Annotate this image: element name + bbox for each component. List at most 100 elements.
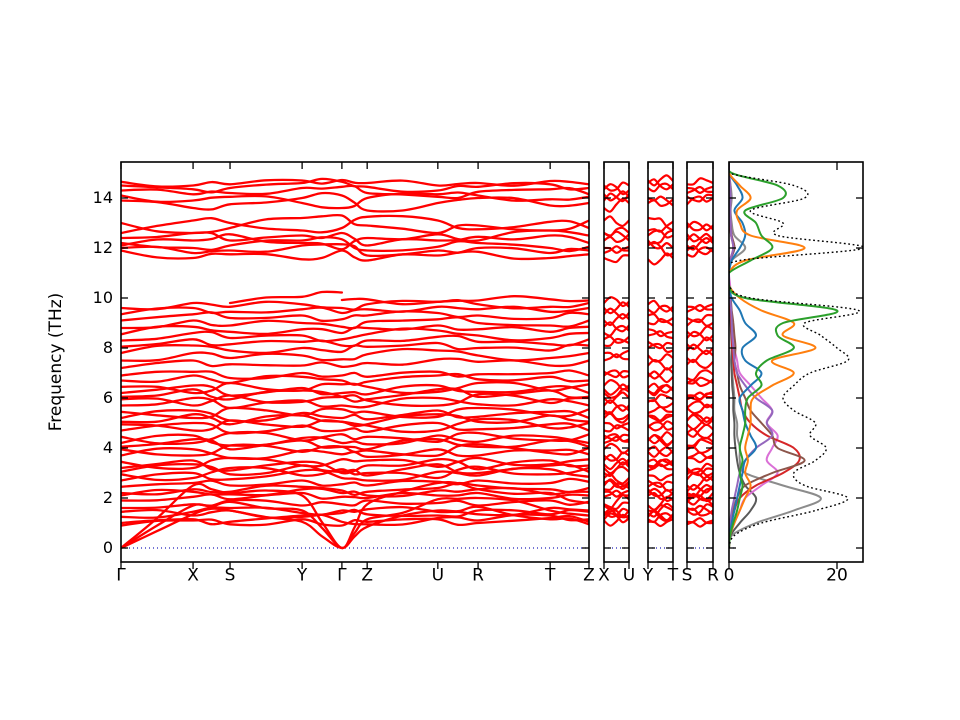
band-line (648, 487, 673, 503)
band-line (121, 213, 589, 235)
k-point-label: Y (296, 565, 308, 586)
band-line (604, 353, 629, 362)
band-line (121, 431, 589, 446)
band-line (648, 383, 673, 397)
band-line (687, 507, 713, 517)
panel-border-YT (647, 161, 674, 563)
band-line (121, 481, 589, 550)
band-line (604, 435, 629, 445)
band-line (121, 443, 589, 458)
band-line (648, 216, 673, 232)
band-line (604, 387, 629, 399)
band-line (604, 349, 629, 359)
band-line (648, 358, 673, 371)
band-line (687, 423, 713, 438)
band-line (604, 451, 629, 462)
y-axis-title: Frequency (THz) (46, 292, 66, 432)
band-line (648, 239, 673, 250)
band-line (687, 185, 713, 195)
band-line (648, 473, 673, 482)
k-point-label: R (707, 565, 719, 586)
band-line (648, 445, 673, 458)
band-line (121, 236, 589, 253)
band-line (604, 489, 629, 498)
band-line (121, 387, 589, 403)
band-line (604, 399, 629, 412)
band-line (121, 384, 589, 397)
band-line (604, 513, 629, 527)
band-line (687, 369, 713, 382)
band-line (121, 456, 589, 470)
band-line (648, 458, 673, 470)
band-line (121, 347, 589, 363)
band-line (121, 498, 589, 510)
band-line (121, 421, 589, 435)
band-line (121, 316, 589, 330)
band-line (604, 472, 629, 485)
band-line (648, 313, 673, 324)
band-line (121, 457, 589, 475)
panel-border-main (120, 161, 590, 563)
band-line (604, 245, 629, 255)
band-line (604, 507, 629, 519)
band-line (687, 318, 713, 327)
band-line (687, 193, 713, 203)
band-line (648, 502, 673, 518)
band-line (121, 369, 589, 380)
band-line (648, 433, 673, 446)
band-line (604, 369, 629, 379)
band-line (648, 370, 673, 384)
band-line (121, 177, 589, 194)
panel-borders (120, 161, 864, 563)
band-line (604, 307, 629, 320)
band-line (687, 313, 713, 324)
panel-border-XU (603, 161, 630, 563)
band-line (648, 229, 673, 245)
k-point-label: X (187, 565, 199, 586)
band-line (648, 420, 673, 432)
band-line (687, 503, 713, 516)
band-line (648, 328, 673, 338)
y-tick-label: 10 (92, 288, 113, 307)
y-tick-label: 14 (92, 188, 113, 207)
k-point-label: R (472, 565, 484, 586)
band-line (121, 477, 589, 488)
band-line (604, 321, 629, 333)
band-line (687, 376, 713, 385)
band-line (648, 340, 673, 350)
band-line (121, 406, 589, 420)
k-point-label: S (224, 565, 236, 586)
band-line (648, 330, 673, 340)
band-line (604, 412, 629, 424)
k-point-label: X (598, 565, 610, 586)
band-line (604, 461, 629, 475)
band-line (604, 479, 629, 489)
band-line (687, 475, 713, 491)
band-line (121, 481, 589, 497)
band-line (121, 465, 589, 482)
band-line (121, 508, 589, 519)
k-point-label: Z (583, 565, 595, 586)
band-line (687, 236, 713, 251)
band-line (687, 177, 713, 186)
y-tick-label: 0 (102, 538, 113, 557)
dos-curve-total-dos (729, 162, 863, 549)
axis-ticks (120, 162, 863, 569)
band-line (121, 413, 589, 428)
band-line (604, 190, 629, 202)
band-line (687, 244, 713, 256)
dos-curves (729, 162, 863, 549)
band-line (687, 412, 713, 424)
dos-curve-pdos-purple (729, 162, 774, 548)
band-line (687, 232, 713, 243)
dos-curve-pdos-orange (729, 162, 817, 549)
band-line (121, 392, 589, 407)
band-line (648, 178, 673, 191)
band-line (121, 437, 589, 451)
band-line (687, 185, 713, 195)
band-line (121, 372, 589, 386)
band-line (648, 421, 673, 431)
k-point-label: S (681, 565, 693, 586)
